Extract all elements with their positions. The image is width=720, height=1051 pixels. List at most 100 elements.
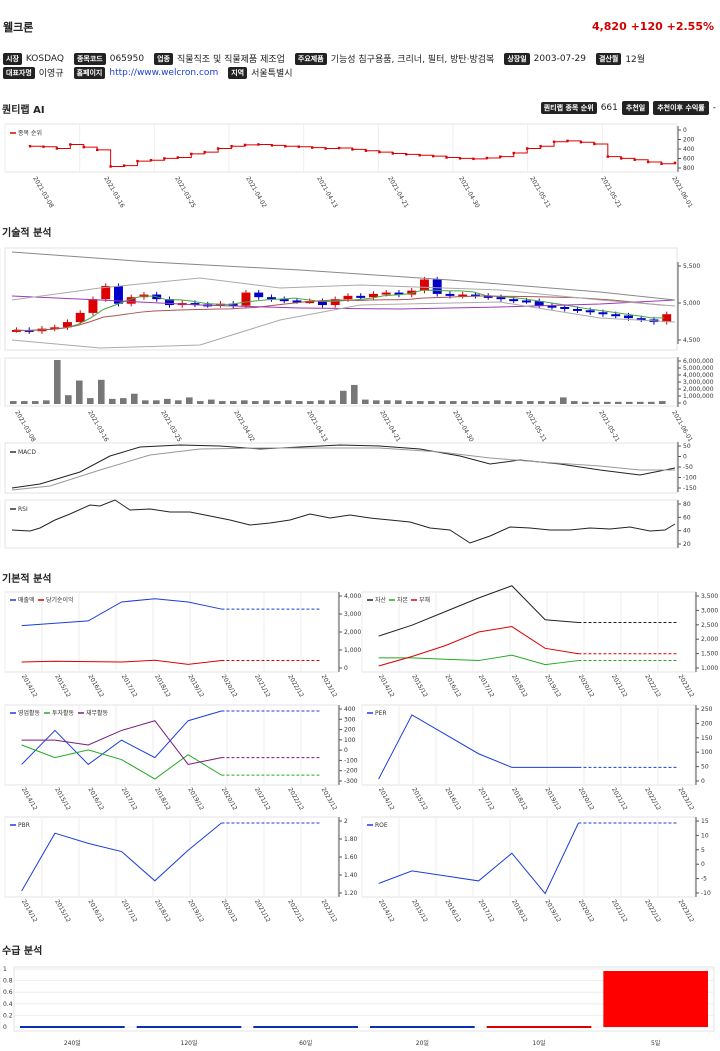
rank-y-tick-label: 600 [683,156,695,163]
candle [496,297,506,300]
volume-bar [252,401,259,404]
price-value: 4,820 [591,20,627,33]
supply-x-label: 120일 [181,1039,198,1047]
fund-series-line [21,659,222,665]
info-tag: 홈페이지 [73,66,106,79]
chart-frame [361,704,696,786]
year-label: 2023/12 [320,787,339,812]
year-label: 2020/12 [577,899,596,924]
fund-y-tick-label: 0 [701,778,705,785]
volume-y-tick-label: 5,000,000 [683,365,714,372]
volume-bar [340,390,347,404]
chart-frame [4,499,678,549]
volume-y-tick-label: 3,000,000 [683,379,714,386]
fund-y-tick-label: 400 [344,706,356,713]
candle [509,299,519,302]
year-label: 2022/12 [286,787,305,812]
fund-y-tick-label: 15 [701,818,709,825]
year-label: 2016/12 [444,674,463,699]
price-y-tick-label: 4,500 [683,337,700,344]
volume-bar [98,379,105,404]
bollinger-low [11,301,676,349]
year-label: 2014/12 [20,787,39,812]
chart-frame [4,247,678,351]
rsi-y-tick-label: 60 [683,514,691,521]
year-label: 2018/12 [510,674,529,699]
year-label: 2018/12 [510,787,529,812]
volume-bar [648,401,655,404]
legend-label: 투자활동 [52,709,75,717]
fund-y-tick-label: 1.20 [344,890,358,897]
candle [598,312,608,315]
volume-bar [582,401,589,404]
candle [573,308,582,311]
chart-frame [4,357,678,407]
year-label: 2018/12 [153,899,172,924]
fund-y-tick-label: 2,000 [701,636,718,643]
candle [101,286,111,300]
homepage-link[interactable]: http://www.welcron.com [109,67,219,78]
rank-date-label: 2021-04-02 [244,176,268,210]
volume-bar [76,380,83,404]
volume-date-label: 2021-04-21 [378,410,402,444]
rank-y-tick-label: 200 [683,137,695,144]
volume-date-label: 2021-03-08 [13,410,37,444]
volume-y-tick-label: 2,000,000 [683,386,714,393]
volume-date-label: 2021-05-21 [597,410,621,444]
volume-bar [307,401,314,404]
fund-y-tick-label: 1.80 [344,836,358,843]
volume-bar [65,395,72,404]
fund-y-tick-label: 250 [701,706,713,713]
candle [241,292,251,306]
candle [63,322,72,328]
recommend-return-button[interactable]: 추천이후 수익률 [653,101,709,115]
volume-bar [538,401,545,404]
volume-date-label: 2021-06-01 [670,410,694,444]
volume-bar [153,400,160,404]
fund-y-tick-label: 100 [344,737,356,744]
info-value: 직물직조 및 직물제품 제조업 [176,55,285,65]
fund-series-line [21,710,222,766]
volume-bar [384,400,391,404]
candle [624,315,633,319]
volume-bar [439,401,446,404]
legend-label: 재무활동 [86,709,109,717]
chart-frame [4,704,339,786]
fund-series-line [21,598,222,627]
year-label: 2021/12 [253,787,272,812]
candle [343,295,353,300]
supply-y-tick-label: 0.6 [3,989,13,996]
info-tag: 결산월 [595,52,622,65]
year-label: 2023/12 [677,899,696,924]
year-label: 2017/12 [120,787,139,812]
rsi-y-tick-label: 80 [683,501,691,508]
fund-y-tick-label: 3,000 [701,607,718,614]
candle [611,314,621,317]
volume-bar [494,400,501,404]
stock-name: 웰크론 [3,21,34,34]
supply-y-tick-label: 1 [3,966,7,973]
rank-dash: - [712,103,716,113]
info-value: 065950 [109,53,145,64]
volume-bar [21,401,28,404]
ma20-line [13,295,665,332]
macd-y-tick-label: 50 [683,443,691,450]
volume-y-tick-label: 0 [683,400,687,407]
fund-y-tick-label: 4,000 [344,593,361,600]
legend-label: PER [375,710,387,717]
section-fund: 기본적 분석 [2,574,52,585]
year-label: 2016/12 [87,674,106,699]
recommend-date-button[interactable]: 추천일 [621,101,650,115]
candle [458,294,468,297]
rank-date-label: 2021-03-16 [102,176,126,210]
volume-y-tick-label: 4,000,000 [683,372,714,379]
supply-bar [20,1026,125,1028]
year-label: 2018/12 [510,899,529,924]
fund-y-tick-label: 150 [701,735,713,742]
fund-y-tick-label: 0 [344,665,348,672]
volume-date-label: 2021-04-13 [305,410,329,444]
year-label: 2016/12 [444,787,463,812]
year-label: 2021/12 [610,787,629,812]
info-tag: 주요제품 [294,52,327,65]
year-label: 2014/12 [377,674,396,699]
